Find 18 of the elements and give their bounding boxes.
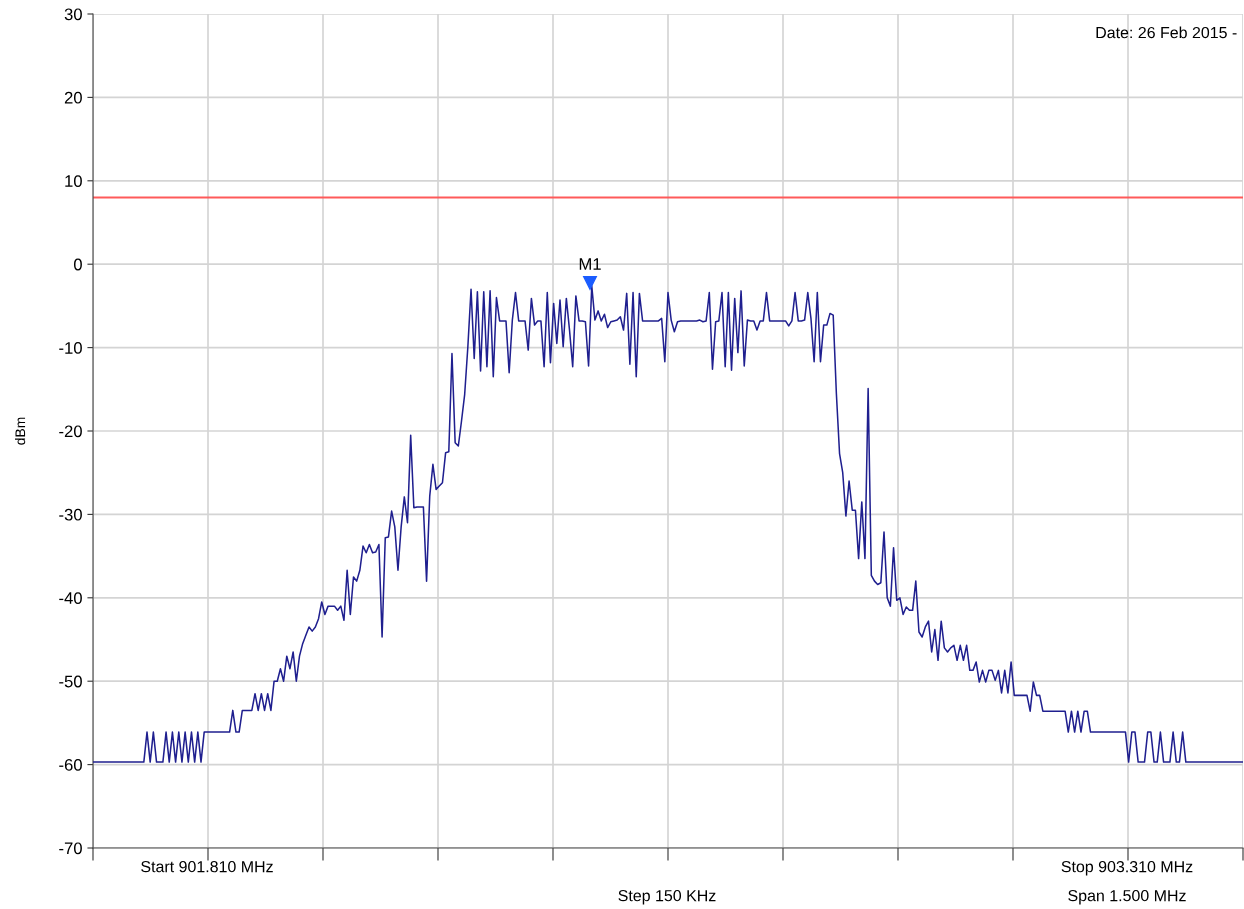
y-tick-label: -40 (59, 592, 82, 604)
y-tick-label: -10 (59, 342, 82, 354)
text: Start 901.810 MHz (141, 860, 273, 873)
y-tick-label: -20 (59, 425, 82, 438)
text: Span 1.500 MHz (1068, 889, 1186, 905)
y-tick-label: -50 (59, 675, 82, 688)
text: Stop 903.310 MHz (1061, 860, 1193, 876)
y-axis-title: dBm (14, 417, 26, 445)
y-tick-label: 10 (65, 175, 82, 187)
y-tick-label: -30 (59, 508, 82, 521)
y-tick-label: 0 (73, 258, 82, 271)
annotation: Date: 26 Feb 2015 - (1096, 26, 1237, 39)
y-tick-label: 20 (64, 91, 82, 104)
y-tick-label: 30 (64, 8, 82, 21)
y-tick-label: -70 (59, 842, 82, 855)
y-tick-label: -60 (59, 759, 82, 771)
annotation: M1 (579, 258, 601, 270)
text: Step 150 KHz (618, 889, 716, 905)
